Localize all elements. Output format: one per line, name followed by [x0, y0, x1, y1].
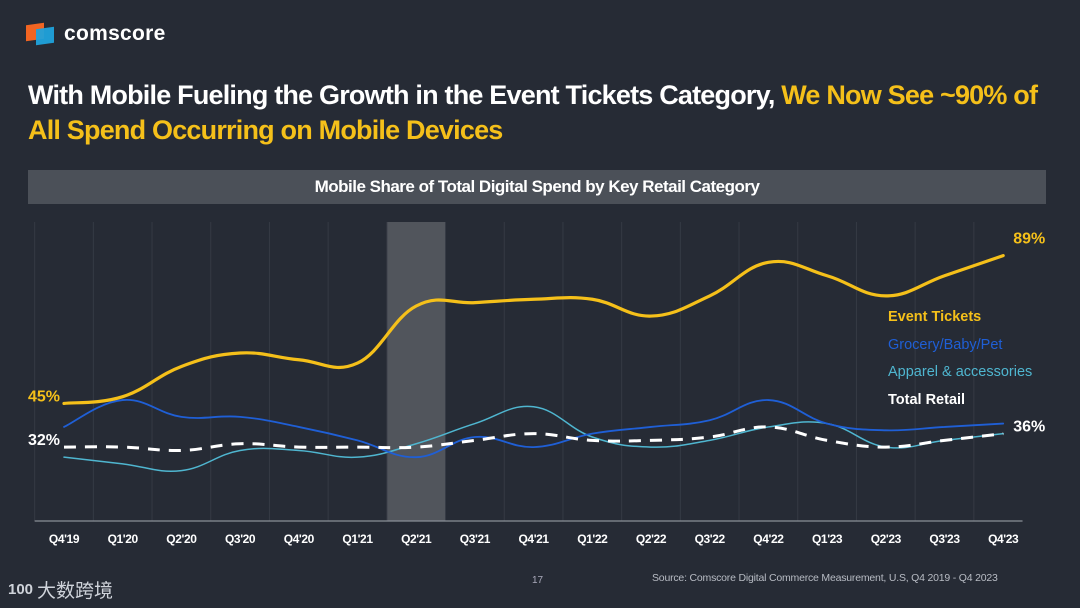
series-line-apparel: [63, 405, 1004, 472]
title-highlight: We Now See ~90% of All Spend Occurring o…: [28, 80, 1038, 145]
legend-item-apparel: Apparel & accessories: [888, 364, 1033, 380]
x-tick-label: Q1'22: [577, 532, 608, 546]
legend-item-event: Event Tickets: [888, 309, 982, 325]
x-tick-label: Q3'20: [225, 532, 256, 546]
legend-item-total: Total Retail: [888, 391, 966, 408]
x-tick-label: Q1'21: [342, 532, 373, 546]
watermark-logo-icon: 100: [8, 581, 34, 598]
slide-title: With Mobile Fueling the Growth in the Ev…: [28, 78, 1058, 148]
x-tick-label: Q2'21: [401, 532, 432, 546]
x-tick-label: Q3'21: [460, 532, 491, 546]
highlight-band: [386, 222, 446, 521]
series-line-event: [62, 253, 1005, 406]
data-label-event: 45%: [28, 388, 60, 405]
x-tick-label: Q4'23: [988, 532, 1019, 546]
x-tick-label: Q2'23: [871, 532, 902, 546]
chart-title: Mobile Share of Total Digital Spend by K…: [28, 170, 1046, 204]
x-tick-label: Q4'21: [518, 532, 549, 546]
x-tick-label: Q4'22: [753, 532, 784, 546]
title-part-1: With Mobile Fueling the Growth in the Ev…: [28, 80, 782, 110]
x-tick-label: Q2'20: [166, 532, 197, 546]
data-label-total: 36%: [1013, 419, 1045, 436]
brand-name: comscore: [64, 22, 166, 45]
watermark-text: 大数跨境: [37, 581, 114, 602]
x-tick-label: Q1'20: [108, 532, 139, 546]
series-line-grocery: [63, 399, 1005, 459]
source-note: Source: Comscore Digital Commerce Measur…: [652, 572, 998, 584]
watermark: 100 大数跨境: [8, 576, 113, 603]
x-tick-label: Q1'23: [812, 532, 843, 546]
data-label-event: 89%: [1013, 231, 1045, 248]
x-tick-label: Q3'23: [929, 532, 960, 546]
x-tick-label: Q4'20: [284, 532, 315, 546]
data-label-total: 32%: [28, 432, 60, 449]
comscore-logo: comscore: [26, 22, 166, 46]
x-tick-label: Q2'22: [636, 532, 667, 546]
x-tick-label: Q3'22: [695, 532, 726, 546]
series-line-total: [63, 425, 1004, 453]
chart-legend: Event Tickets Grocery/Baby/Pet Apparel & a…: [888, 304, 1032, 414]
page-number: 17: [532, 575, 544, 586]
legend-item-grocery: Grocery/Baby/Pet: [888, 336, 1003, 353]
x-tick-label: Q4'19: [49, 532, 80, 546]
